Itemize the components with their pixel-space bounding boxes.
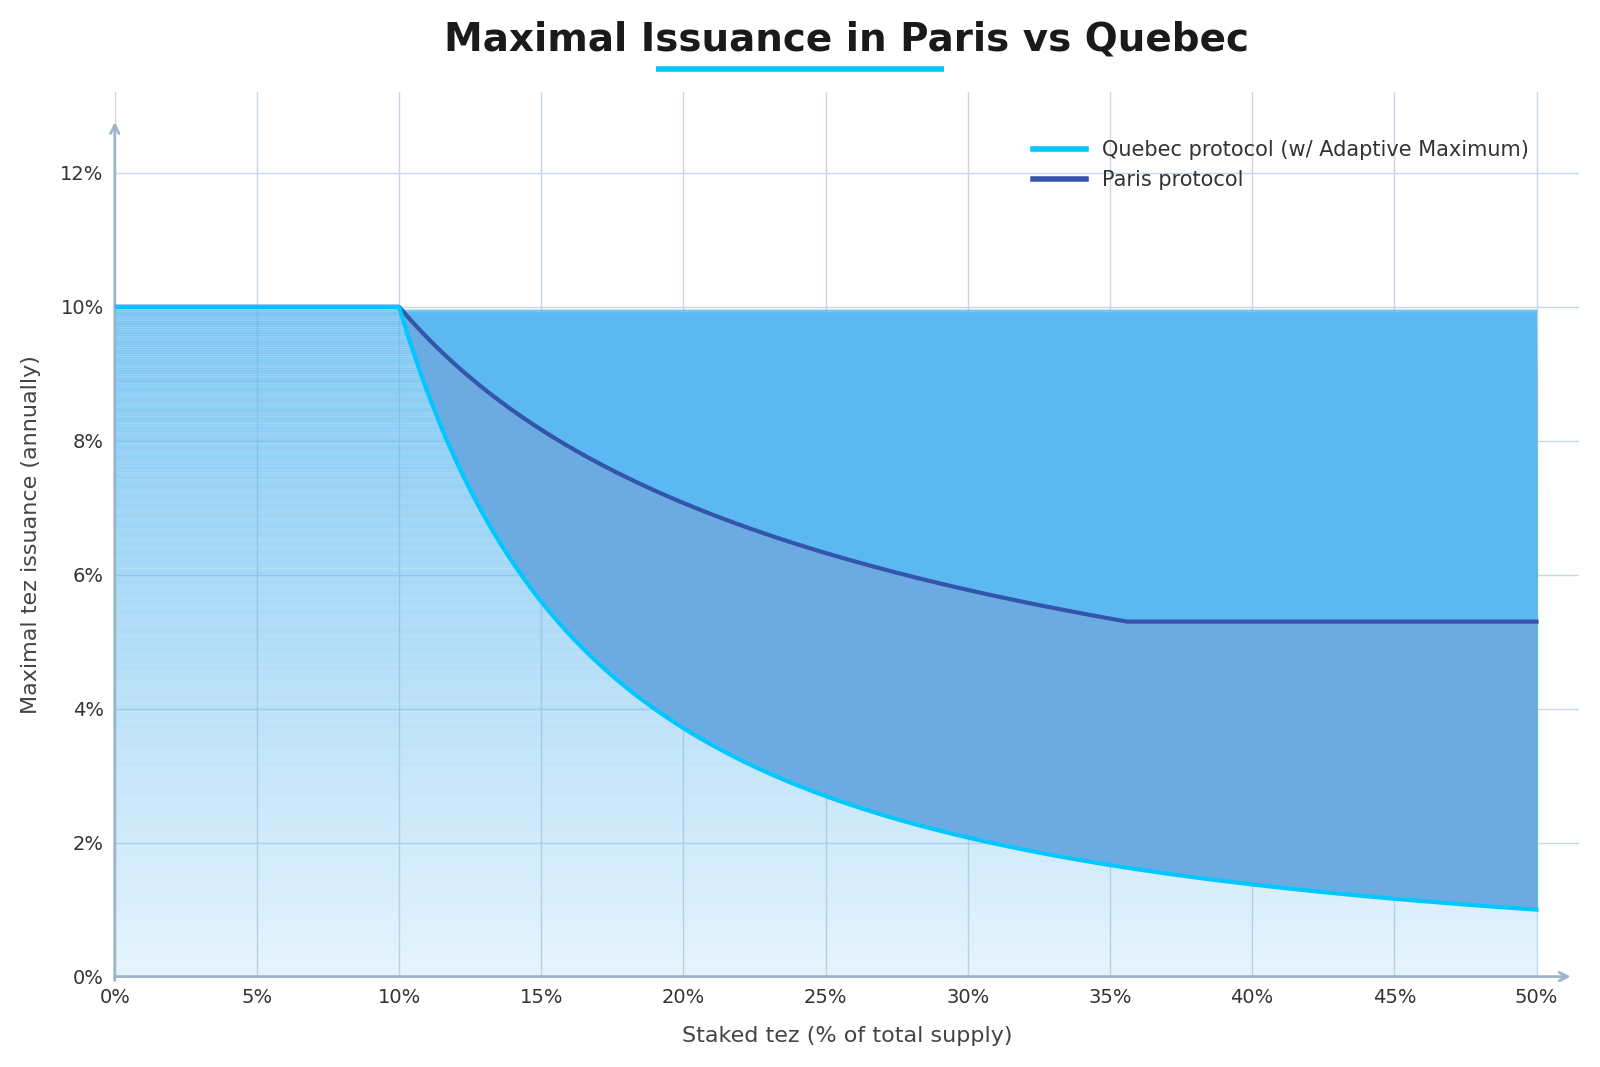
- X-axis label: Staked tez (% of total supply): Staked tez (% of total supply): [682, 1026, 1013, 1046]
- Title: Maximal Issuance in Paris vs Quebec: Maximal Issuance in Paris vs Quebec: [445, 21, 1250, 59]
- Legend: Quebec protocol (w/ Adaptive Maximum), Paris protocol: Quebec protocol (w/ Adaptive Maximum), P…: [1022, 129, 1539, 201]
- Y-axis label: Maximal tez issuance (annually): Maximal tez issuance (annually): [21, 355, 42, 714]
